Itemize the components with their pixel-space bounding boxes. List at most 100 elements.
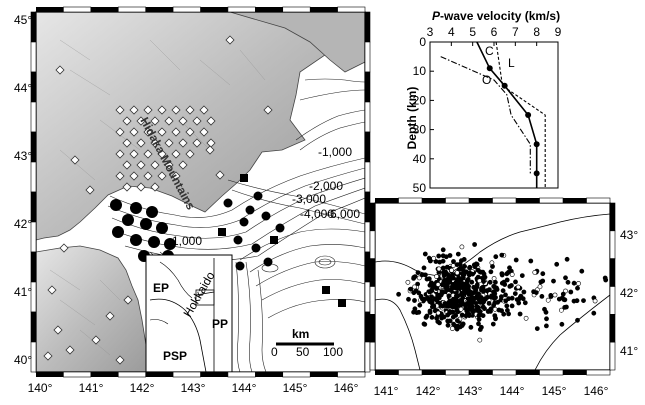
- border-segment: [30, 311, 37, 343]
- epicenter: [451, 321, 456, 327]
- tohoku-land: [36, 245, 151, 372]
- epicenter: [537, 284, 543, 290]
- epicenter: [422, 272, 428, 278]
- station-diamond: [129, 149, 139, 159]
- station-diamond: [129, 171, 139, 181]
- contour-label-4: -3,000: [292, 192, 326, 206]
- lat-label: 42°: [14, 217, 32, 231]
- obs-circle: [130, 234, 142, 246]
- border-segment: [337, 371, 366, 378]
- epicenter: [579, 268, 585, 274]
- scale-tick-100: 100: [323, 345, 343, 359]
- main-map-lat-labels: 45° 44° 43° 42° 41° 40°: [14, 13, 32, 367]
- border-segment: [369, 341, 376, 371]
- seis-coastline-south: [375, 298, 421, 370]
- epicenter: [456, 303, 462, 308]
- epicenter: [591, 310, 597, 316]
- station-diamond: [55, 65, 65, 75]
- station-diamond: [157, 127, 167, 137]
- epicenter: [493, 315, 498, 321]
- border-segment: [492, 369, 517, 376]
- station-diamond: [199, 127, 209, 137]
- epicenter: [458, 266, 464, 272]
- epicenter: [450, 314, 456, 320]
- epicenter: [463, 305, 469, 311]
- station-diamond: [136, 160, 146, 170]
- lat-label: 43°: [14, 149, 32, 163]
- epicenter: [528, 258, 534, 264]
- border-segment: [337, 6, 366, 13]
- epicenter: [454, 277, 460, 282]
- epicenter: [434, 315, 439, 321]
- epicenter: [522, 300, 528, 306]
- station-diamond: [150, 182, 160, 192]
- lat-label: 43°: [620, 228, 638, 242]
- contour-label-1: -1,000: [318, 145, 352, 159]
- plate-label-pp: PP: [212, 317, 228, 331]
- epicenter: [562, 304, 568, 310]
- scale-tick-50: 50: [296, 345, 310, 359]
- epicenter: [441, 273, 447, 278]
- epicenter: [441, 314, 447, 320]
- epicenter: [476, 316, 482, 322]
- epicenter: [474, 282, 480, 288]
- epicenter: [427, 310, 433, 315]
- station-diamond: [115, 149, 125, 159]
- epicenter: [500, 288, 506, 294]
- border-segment: [586, 369, 611, 376]
- series-label-c: C: [485, 44, 494, 58]
- velocity-chart-ylabel: Depth (km): [405, 87, 419, 150]
- epicenter: [534, 326, 540, 331]
- epicenter: [453, 285, 459, 291]
- epicenter: [498, 294, 504, 300]
- border-segment: [445, 369, 470, 376]
- obs-circle: [275, 223, 285, 233]
- station-square: [240, 174, 248, 182]
- velocity-series: [440, 41, 546, 188]
- seis-coastline: [375, 213, 610, 276]
- lon-label: 142°: [130, 381, 155, 395]
- lat-label: 41°: [14, 285, 32, 299]
- epicenter: [568, 289, 574, 295]
- epicenter: [564, 256, 570, 262]
- epicenter: [475, 274, 481, 280]
- epicenter: [417, 302, 423, 308]
- epicenter: [443, 254, 449, 260]
- epicenter: [436, 253, 442, 259]
- epicenter: [581, 298, 586, 303]
- border-segment: [63, 6, 92, 13]
- station-diamond: [185, 105, 195, 115]
- border-segment: [172, 6, 201, 13]
- epicenter: [531, 289, 536, 295]
- border-segment: [563, 370, 587, 375]
- epicenter: [507, 283, 513, 289]
- epicenter: [491, 283, 497, 289]
- border-segment: [539, 369, 564, 376]
- border-segment: [398, 197, 423, 204]
- main-map: EP PSP PP Hokkaido Hidaka Mountains -1,0…: [14, 6, 371, 395]
- epicenter: [571, 280, 577, 286]
- obs-circle: [164, 238, 176, 250]
- epicenter: [422, 251, 428, 257]
- epicenter: [486, 308, 492, 314]
- epicenter: [502, 282, 508, 287]
- epicenter: [430, 282, 436, 288]
- epicenter: [490, 321, 496, 327]
- epicenter: [454, 308, 460, 314]
- station-diamond: [65, 345, 75, 355]
- epicenter: [551, 278, 556, 284]
- epicenter: [504, 307, 510, 313]
- epicenter: [467, 305, 473, 311]
- border-segment: [36, 7, 64, 12]
- border-segment: [422, 198, 446, 203]
- epicenter: [503, 292, 508, 298]
- epicenter: [470, 271, 475, 277]
- epicenter: [437, 320, 442, 326]
- station-diamond: [225, 35, 235, 45]
- epicenter: [521, 289, 527, 295]
- border-segment: [516, 198, 540, 203]
- station-diamonds: [43, 35, 273, 365]
- y-tick-label: 50: [413, 181, 427, 195]
- epicenter: [421, 265, 427, 271]
- station-diamond: [157, 105, 167, 115]
